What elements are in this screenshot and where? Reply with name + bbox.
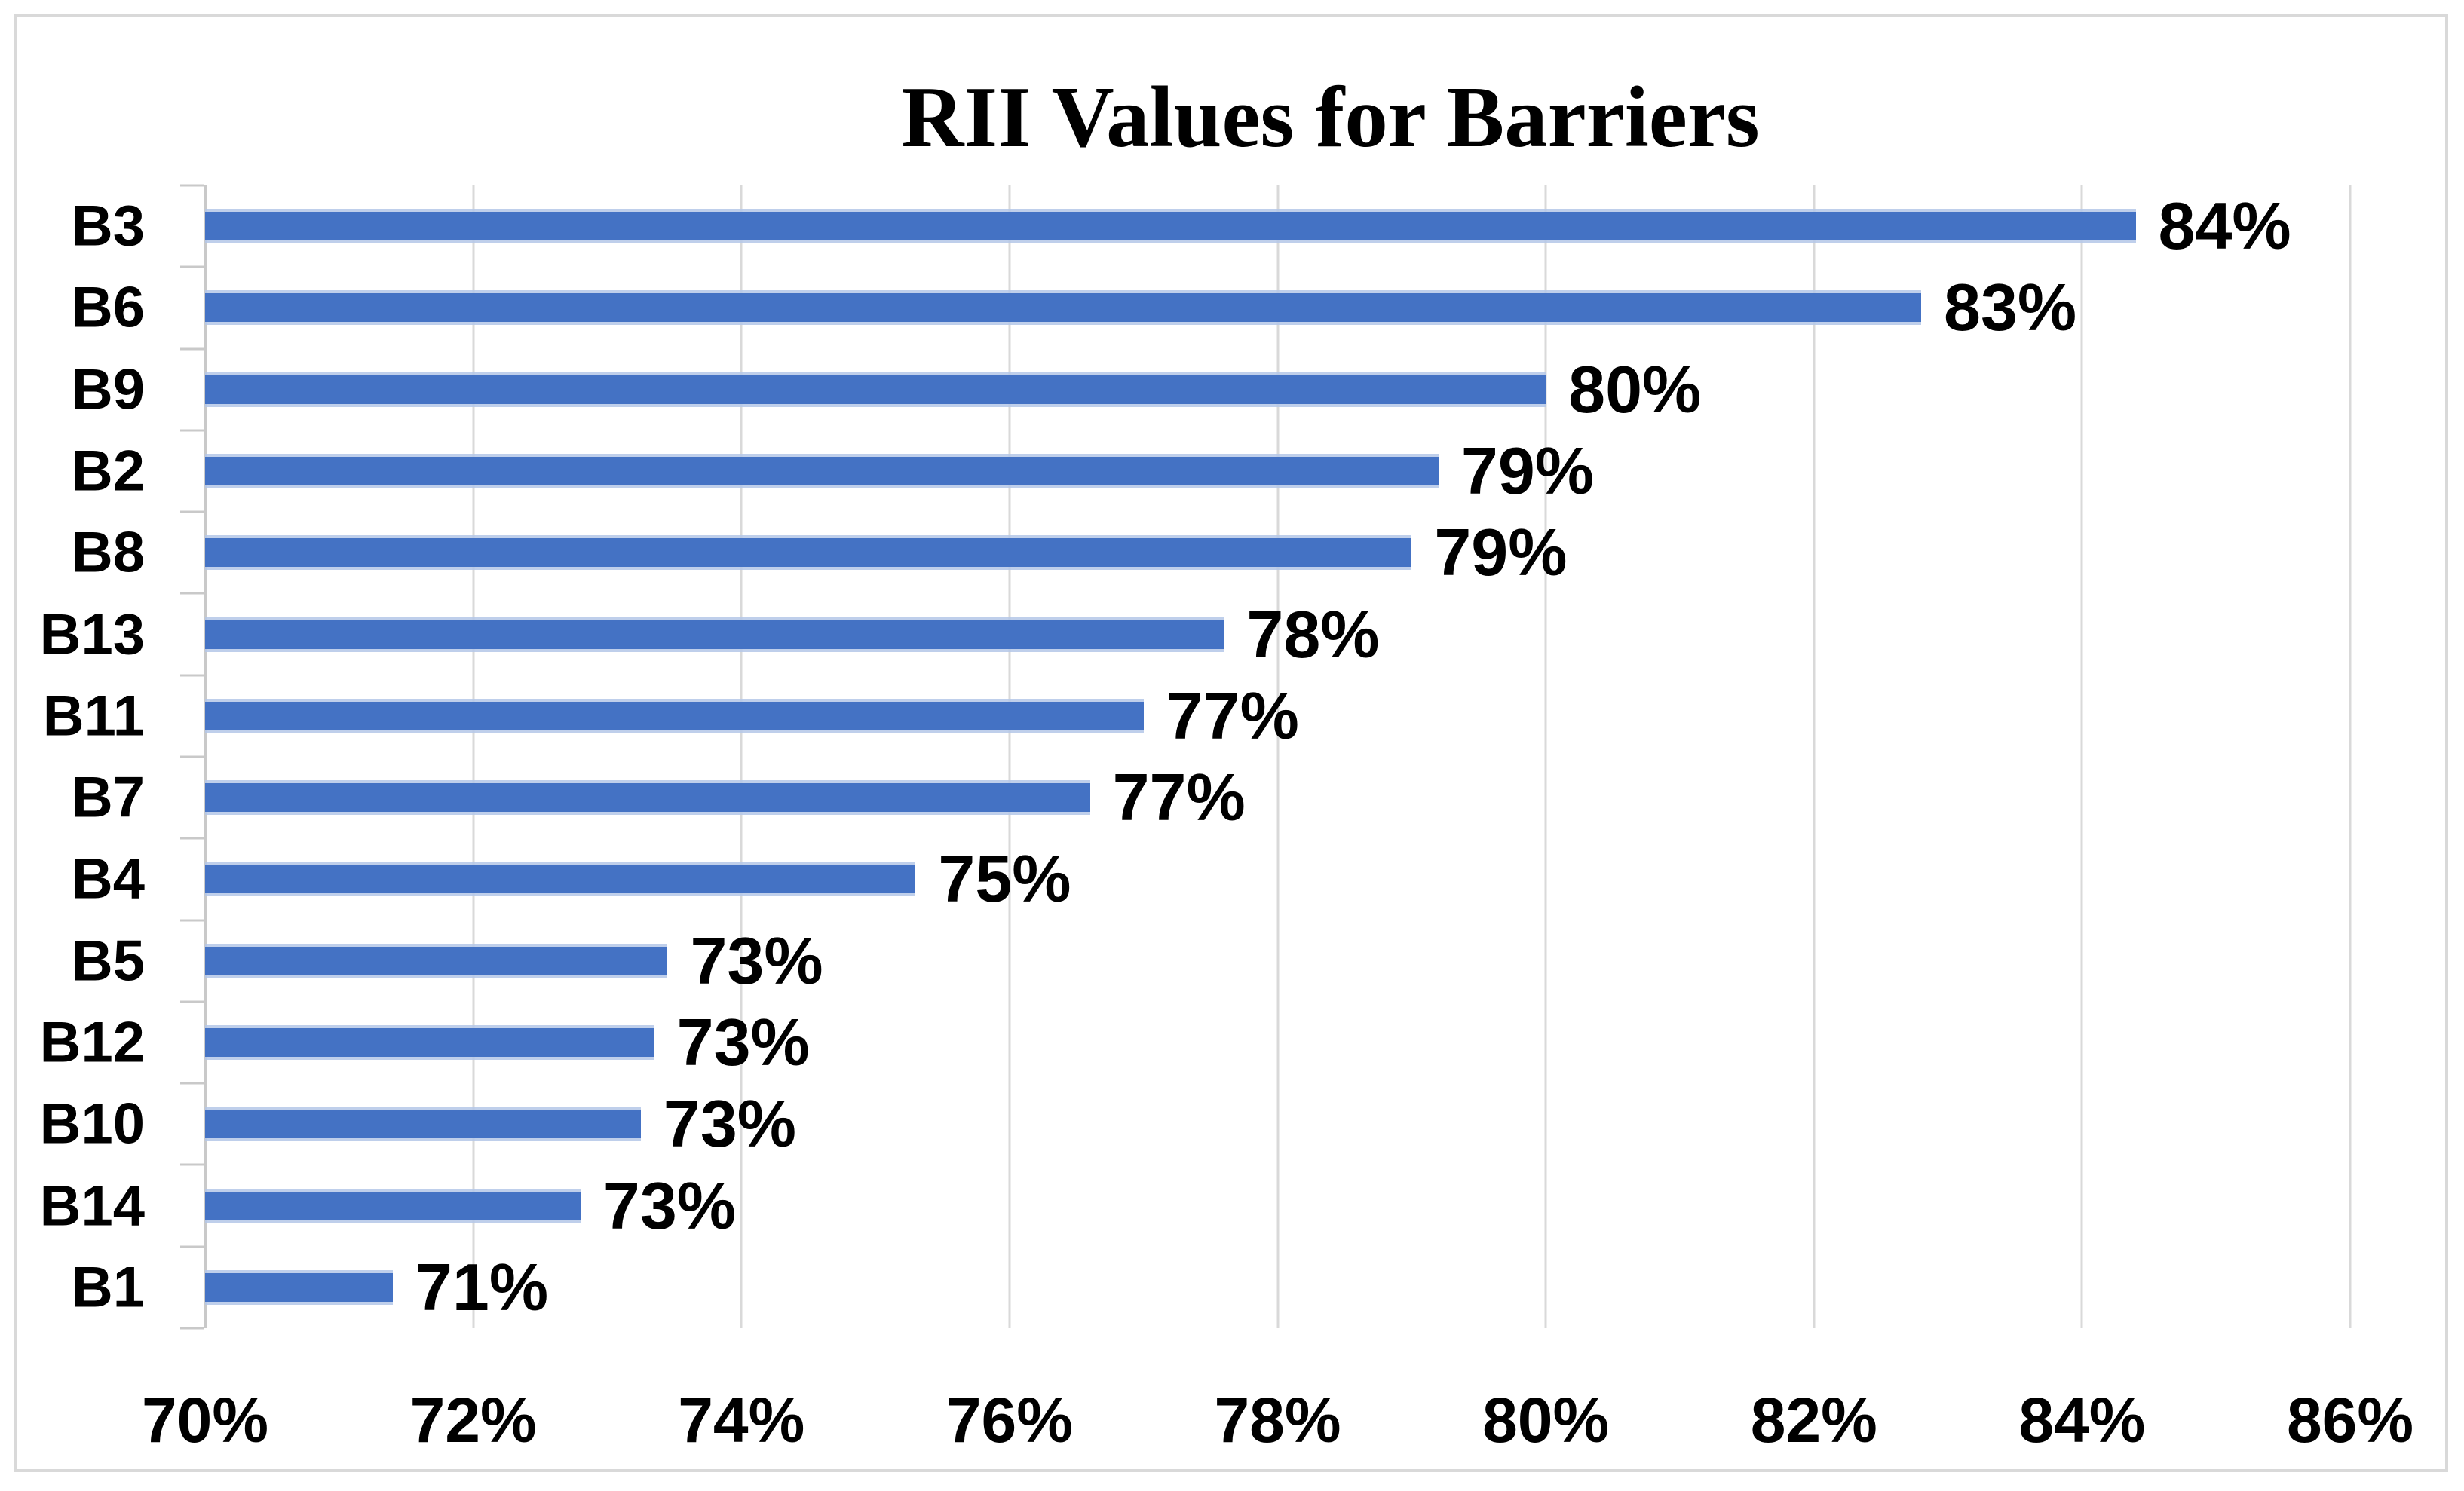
category-row: B6 83% bbox=[72, 267, 2350, 348]
x-tick-label: 74% bbox=[678, 1385, 805, 1456]
bar bbox=[205, 865, 916, 894]
bar-value-label: 83% bbox=[1944, 270, 2077, 345]
gridline bbox=[1008, 185, 1011, 1328]
axis-tick bbox=[180, 510, 204, 513]
axis-tick bbox=[180, 1163, 204, 1166]
bar bbox=[205, 701, 1144, 730]
category-row: B12 73% bbox=[40, 1002, 2350, 1083]
gridline bbox=[472, 185, 475, 1328]
category-label: B7 bbox=[71, 765, 145, 830]
axis-tick bbox=[180, 755, 204, 758]
bar bbox=[205, 1272, 393, 1302]
axis-tick bbox=[180, 1000, 204, 1003]
bar-value-label: 71% bbox=[415, 1249, 549, 1324]
axis-tick bbox=[180, 919, 204, 922]
bar bbox=[205, 783, 1090, 813]
category-label: B9 bbox=[71, 357, 145, 422]
bar-value-label: 80% bbox=[1568, 351, 1702, 427]
bar-value-label: 73% bbox=[602, 1168, 737, 1243]
gridline bbox=[1276, 185, 1279, 1328]
chart-title: RII Values for Barriers bbox=[901, 69, 1760, 165]
bar bbox=[205, 293, 1921, 323]
category-row: B11 77% bbox=[43, 675, 2350, 757]
bar-value-label: 78% bbox=[1246, 596, 1380, 672]
bar-value-label: 79% bbox=[1460, 433, 1595, 508]
category-label: B4 bbox=[71, 847, 145, 911]
bar-value-label: 73% bbox=[676, 1004, 810, 1079]
bar bbox=[205, 212, 2136, 241]
axis-tick bbox=[180, 184, 204, 187]
bar bbox=[205, 946, 668, 975]
bar bbox=[205, 1191, 581, 1220]
category-row: B5 73% bbox=[72, 920, 2350, 1002]
gridline bbox=[2080, 185, 2083, 1328]
category-row: B3 84% bbox=[72, 185, 2350, 267]
gridline bbox=[1544, 185, 1547, 1328]
category-label: B5 bbox=[71, 929, 145, 993]
bar-value-label: 73% bbox=[663, 1086, 797, 1162]
bar bbox=[205, 1110, 641, 1139]
category-label: B8 bbox=[71, 520, 145, 585]
category-row: B14 73% bbox=[40, 1165, 2350, 1246]
bar-value-label: 79% bbox=[1434, 515, 1568, 590]
axis-tick bbox=[180, 674, 204, 677]
bar bbox=[205, 1027, 654, 1057]
category-label: B11 bbox=[42, 684, 145, 749]
x-tick-label: 70% bbox=[141, 1385, 269, 1456]
bar bbox=[205, 375, 1546, 404]
bar-value-label: 75% bbox=[938, 841, 1071, 917]
x-axis-labels: 70% 72% 74% 76% 78% 80% 82% 84% 86% bbox=[142, 1384, 2413, 1459]
x-tick-label: 76% bbox=[945, 1385, 1073, 1456]
plot-area: B3 84% B6 83% B9 80% B2 79% B8 79% B13 78% B11 77% B7 7… bbox=[40, 184, 2413, 1456]
axis-tick bbox=[180, 592, 204, 595]
x-tick-label: 82% bbox=[1750, 1385, 1877, 1456]
category-row: B1 71% bbox=[72, 1247, 2350, 1328]
bar bbox=[205, 620, 1224, 649]
category-label: B12 bbox=[39, 1010, 145, 1075]
x-tick-label: 86% bbox=[2286, 1385, 2414, 1456]
category-label: B3 bbox=[71, 194, 145, 259]
x-tick-label: 78% bbox=[1214, 1385, 1341, 1456]
gridline bbox=[740, 185, 743, 1328]
bar bbox=[205, 538, 1412, 568]
bar-rows: B3 84% B6 83% B9 80% B2 79% B8 79% B13 78% B11 77% B7 7… bbox=[40, 185, 2350, 1328]
bar-value-label: 84% bbox=[2158, 188, 2291, 264]
x-tick-label: 72% bbox=[409, 1385, 537, 1456]
category-row: B9 80% bbox=[72, 349, 2350, 430]
y-axis-line bbox=[204, 185, 207, 1328]
axis-tick bbox=[180, 1082, 204, 1085]
category-row: B10 73% bbox=[40, 1083, 2350, 1165]
category-label: B14 bbox=[39, 1174, 145, 1238]
category-label: B13 bbox=[39, 602, 145, 667]
x-tick-label: 84% bbox=[2018, 1385, 2146, 1456]
bar-value-label: 77% bbox=[1112, 760, 1246, 835]
category-label: B6 bbox=[71, 275, 145, 340]
axis-tick bbox=[180, 347, 204, 351]
category-row: B2 79% bbox=[72, 430, 2350, 512]
category-row: B13 78% bbox=[40, 593, 2350, 675]
axis-tick bbox=[180, 1327, 204, 1330]
chart-figure: RII Values for Barriers B3 84% B6 83% B9 80% B… bbox=[14, 14, 2448, 1472]
category-row: B7 77% bbox=[72, 757, 2350, 838]
category-row: B8 79% bbox=[72, 512, 2350, 593]
gridline bbox=[2349, 185, 2352, 1328]
category-label: B10 bbox=[39, 1091, 145, 1156]
x-tick-label: 80% bbox=[1482, 1385, 1610, 1456]
axis-tick bbox=[180, 1245, 204, 1248]
bar-value-label: 77% bbox=[1166, 678, 1299, 753]
bar-value-label: 73% bbox=[690, 923, 823, 998]
category-label: B2 bbox=[71, 439, 145, 504]
axis-tick bbox=[180, 265, 204, 268]
bar bbox=[205, 456, 1439, 485]
category-label: B1 bbox=[71, 1255, 145, 1320]
category-row: B4 75% bbox=[72, 838, 2350, 920]
axis-tick bbox=[180, 837, 204, 840]
axis-tick bbox=[180, 429, 204, 432]
gridline bbox=[1813, 185, 1816, 1328]
